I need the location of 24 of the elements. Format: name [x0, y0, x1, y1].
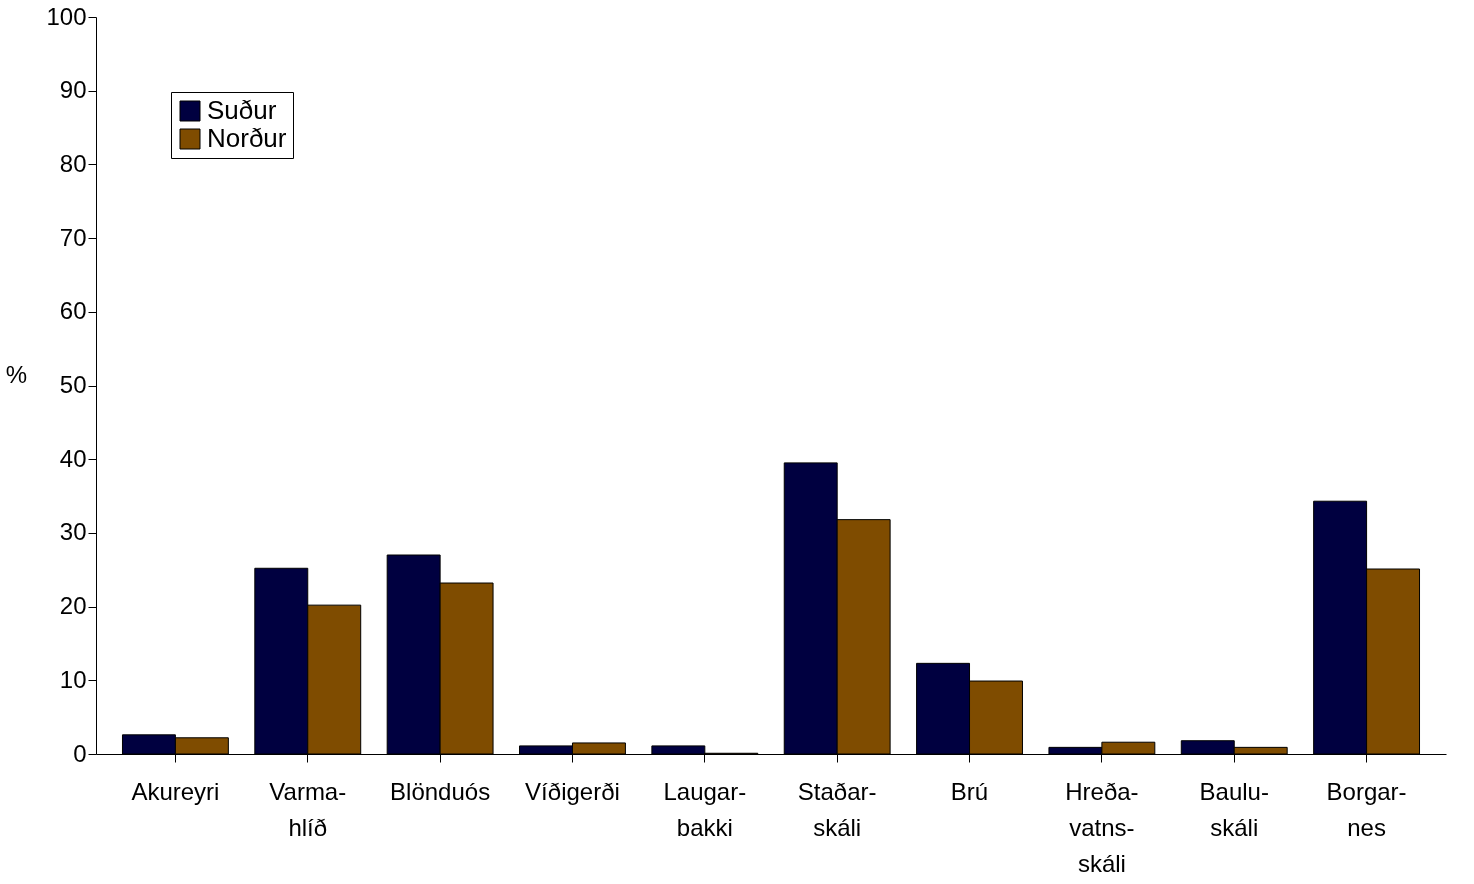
- y-tick-label: 60: [59, 297, 87, 325]
- legend-label: Norður: [207, 123, 287, 153]
- y-tick-label: 90: [59, 76, 87, 104]
- x-tick-label: Blönduós: [390, 777, 491, 805]
- y-tick-label: 100: [46, 2, 87, 30]
- x-tick-label: Víðigerði: [525, 777, 620, 805]
- y-tick-label: 20: [59, 592, 87, 620]
- legend-label: Suður: [207, 95, 277, 125]
- y-tick-label: 80: [59, 149, 87, 177]
- y-tick-label: 0: [73, 739, 87, 767]
- x-tick-label: Baulu- skáli: [1199, 777, 1269, 841]
- x-tick-label: Brú: [950, 777, 989, 805]
- y-axis-title: %: [5, 360, 28, 388]
- x-tick-label: Borgar- nes: [1326, 777, 1407, 841]
- y-tick-label: 40: [59, 444, 87, 472]
- x-tick-label: Hreða- vatns- skáli: [1065, 777, 1139, 877]
- y-tick-label: 10: [59, 665, 87, 693]
- x-tick-label: Varma- hlíð: [269, 777, 347, 841]
- x-tick-label: Staðar- skáli: [797, 777, 877, 841]
- y-tick-label: 50: [59, 371, 87, 398]
- y-tick-label: 30: [59, 518, 87, 546]
- x-tick-label: Laugar- bakki: [663, 777, 747, 841]
- y-tick-label: 70: [59, 223, 87, 251]
- x-tick-label: Akureyri: [131, 777, 220, 805]
